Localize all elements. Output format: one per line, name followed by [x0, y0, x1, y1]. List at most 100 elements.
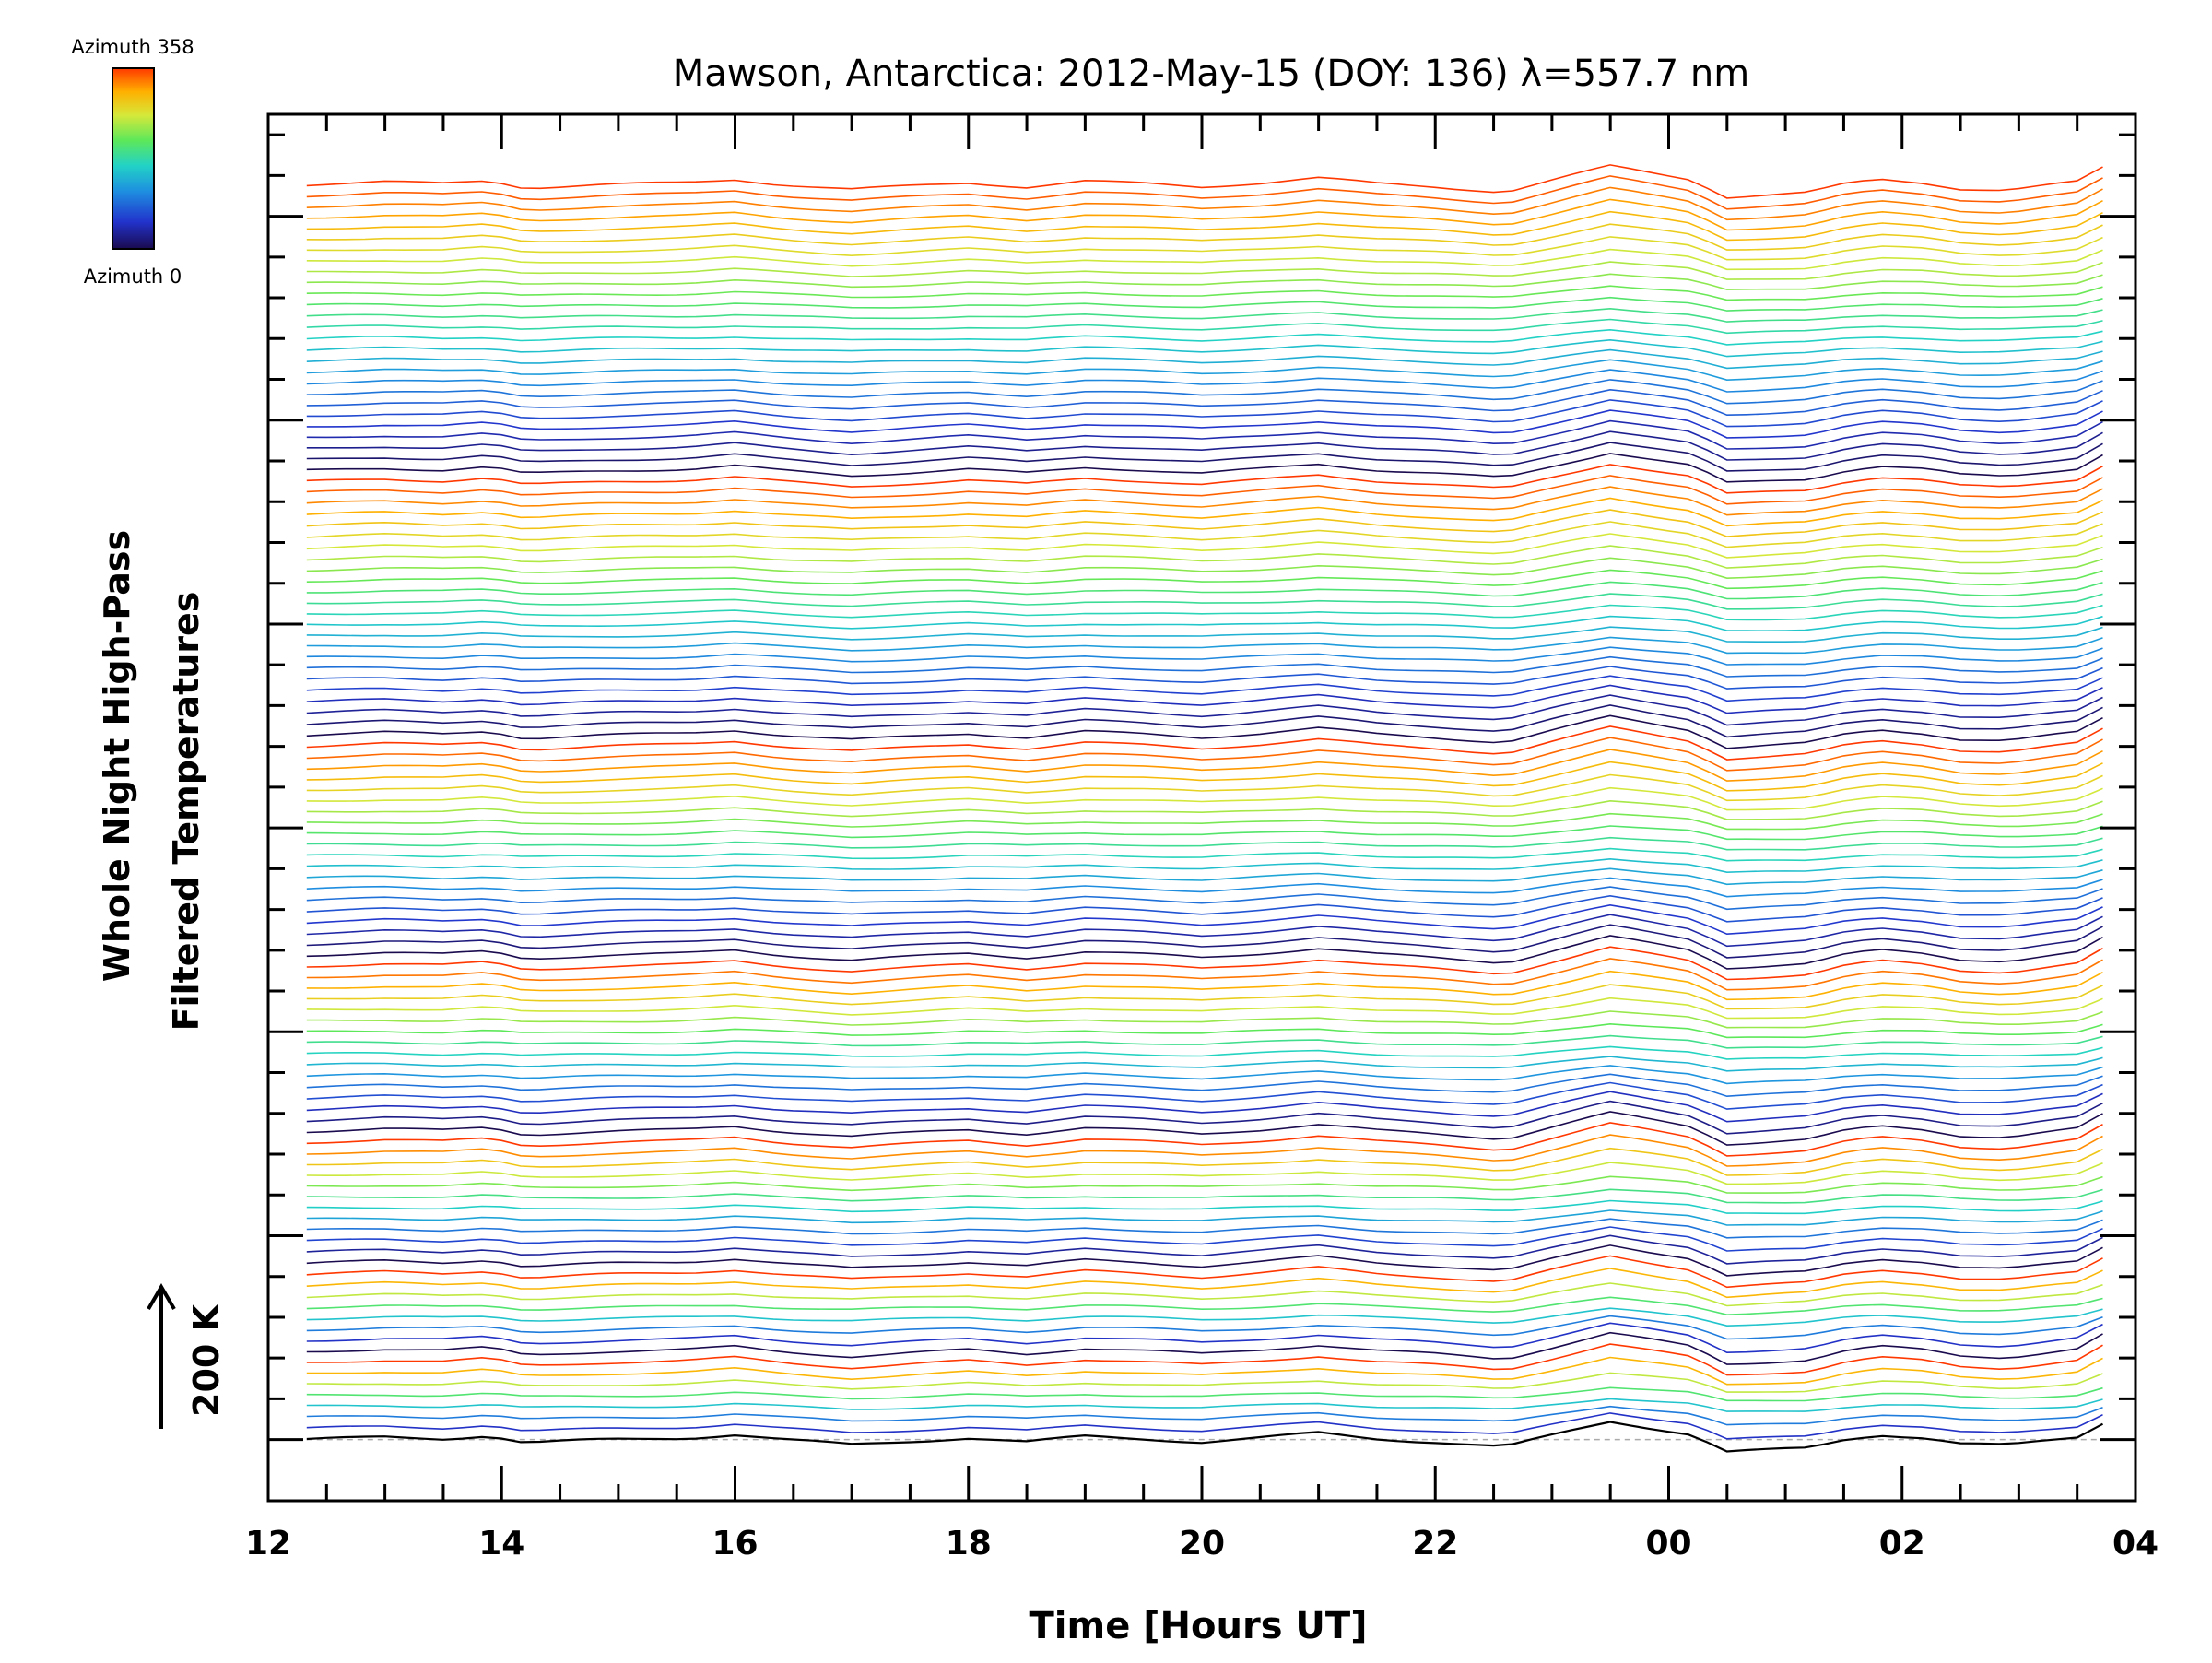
series-line [306, 655, 2103, 678]
series-line [306, 1065, 2103, 1085]
series-line [306, 1122, 2103, 1157]
series-line [306, 1162, 2103, 1185]
x-axis-label: Time [Hours UT] [1030, 1605, 1368, 1647]
series-line [306, 626, 2103, 643]
x-tick-label: 00 [1645, 1525, 1691, 1563]
x-tick-label: 12 [245, 1525, 291, 1563]
series-line [306, 318, 2103, 335]
series-line [306, 886, 2103, 911]
series-line [306, 1091, 2103, 1123]
y-axis-label-line1: Whole Night High-Pass [97, 530, 137, 982]
series-line [306, 261, 2103, 280]
series-line [306, 388, 2103, 417]
series-line [306, 761, 2103, 792]
x-tick-label: 16 [712, 1525, 758, 1563]
axis-group: 12 14 16 18 20 22 00 02 04 [245, 112, 2159, 1563]
series-line [306, 812, 2103, 831]
series-line [306, 1307, 2103, 1327]
scale-bar-arrow-head [147, 1283, 176, 1311]
series-line [306, 1081, 2103, 1110]
series-line [306, 1268, 2103, 1299]
series-line [306, 615, 2103, 632]
series-line [306, 509, 2103, 537]
scale-bar-label: 200 K [186, 1303, 227, 1417]
series-line [306, 464, 2103, 494]
series-line [306, 369, 2103, 393]
series-line [306, 1244, 2103, 1277]
series-line [306, 646, 2103, 666]
series-line [306, 475, 2103, 505]
series-line [306, 903, 2103, 936]
series-line [306, 581, 2103, 600]
series-line [306, 1226, 2103, 1252]
series-line [306, 799, 2103, 820]
series-line [306, 1343, 2103, 1376]
series-line [306, 749, 2103, 782]
series-line [306, 636, 2103, 655]
series-line [306, 359, 2103, 382]
series-line [306, 198, 2103, 231]
series-line [306, 1282, 2103, 1307]
series-line [306, 1218, 2103, 1239]
x-tick-label: 22 [1412, 1525, 1458, 1563]
series-line [306, 409, 2103, 439]
series-line [306, 296, 2103, 312]
series-line [306, 924, 2103, 959]
series-line [306, 1134, 2103, 1167]
x-tick-label: 14 [478, 1525, 524, 1563]
series-line [306, 1372, 2103, 1393]
series-line [306, 348, 2103, 370]
series-line [306, 773, 2103, 802]
series-line [306, 836, 2103, 851]
series-line [306, 675, 2103, 702]
series-line [306, 1405, 2103, 1426]
plot-frame [266, 112, 2137, 1503]
x-tick-label: 04 [2112, 1525, 2159, 1563]
series-line [306, 877, 2103, 898]
series-line [306, 914, 2103, 948]
chart-title: Mawson, Antarctica: 2012-May-15 (DOY: 13… [673, 53, 1749, 95]
series-line [306, 521, 2103, 548]
series-line [306, 569, 2103, 590]
series-line [306, 1421, 2104, 1453]
series-line [306, 984, 2103, 1010]
series-line [306, 175, 2103, 210]
series-line [306, 1111, 2103, 1146]
series-line [306, 223, 2103, 251]
series-line [306, 210, 2103, 242]
series-line [306, 442, 2103, 472]
x-tick-label: 20 [1179, 1525, 1225, 1563]
y-axis-label-line2: Filtered Temperatures [166, 592, 206, 1032]
x-tick-label: 18 [946, 1525, 992, 1563]
series-line [306, 737, 2103, 772]
series-line [306, 1147, 2103, 1176]
series-line [306, 545, 2103, 569]
series-line [306, 248, 2103, 271]
series-line [306, 236, 2103, 261]
series-line [306, 704, 2103, 738]
series-line [306, 970, 2103, 1001]
legend-top-label: Azimuth 358 [71, 36, 194, 58]
series-line [306, 825, 2103, 841]
series-line [306, 164, 2103, 199]
series-line [306, 338, 2103, 358]
series-line [306, 946, 2103, 981]
series-line [306, 453, 2103, 483]
series-line [306, 1386, 2103, 1402]
series-line [306, 857, 2103, 874]
series-line [306, 1056, 2103, 1072]
series-line [306, 593, 2103, 610]
series-line [306, 328, 2103, 346]
series-line [306, 604, 2103, 621]
series-line [306, 1412, 2103, 1440]
series-line [306, 725, 2103, 761]
series-group [306, 164, 2104, 1453]
series-line [306, 786, 2103, 811]
series-line [306, 684, 2103, 714]
series-line [306, 847, 2103, 862]
series-line [306, 273, 2103, 290]
series-line [306, 533, 2103, 559]
series-line [306, 1100, 2103, 1135]
series-line [306, 694, 2103, 726]
